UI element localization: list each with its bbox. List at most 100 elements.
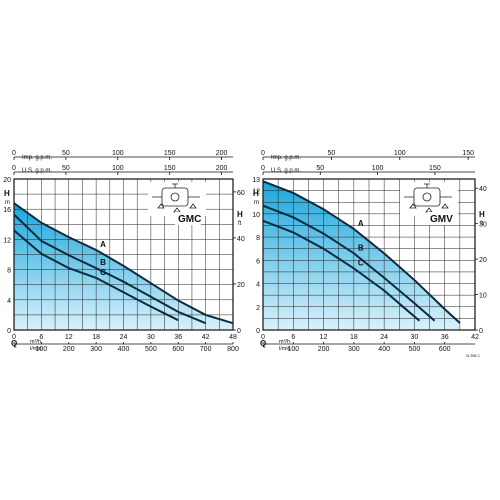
imp-tick: 0 [261,150,265,157]
curve-label-b: B [358,243,364,252]
q-m3h-tick: 48 [229,334,237,341]
us-tick: 0 [261,165,265,172]
curve-c [13,229,179,322]
h-m-tick: 13 [252,177,260,184]
lmin-tick: 100 [36,346,48,353]
lmin-tick: 500 [145,346,157,353]
pump-diagram-icon-body [413,187,441,207]
h-m-tick: 20 [3,177,11,184]
h-ft-tick: 40 [237,236,245,243]
us-tick: 0 [12,165,16,172]
curve-b [13,213,207,325]
q-m3h-tick: 24 [380,334,388,341]
pump-diagram-icon [152,183,200,213]
q-m3h-tick: 12 [320,334,328,341]
lmin-tick: 600 [172,346,184,353]
h-ft-tick: 0 [237,328,241,335]
imp-label: Imp. g.p.m. [271,155,301,161]
pump-diagram-icon-body [161,187,189,207]
imp-tick: 100 [394,150,406,157]
lmin-tick: 300 [348,346,360,353]
h-ft-tick: 0 [479,328,483,335]
lmin-tick: 400 [378,346,390,353]
lmin-tick: 700 [200,346,212,353]
lmin-tick: 800 [227,346,239,353]
curve-a [262,180,461,324]
h-m-tick: 12 [3,237,11,244]
h-label-right: H [479,210,485,219]
q-m3h-tick: 24 [120,334,128,341]
q-m3h-tick: 0 [261,334,265,341]
curve-label-a: A [358,219,364,228]
pump-diagram-icon-impeller [170,192,180,202]
q-m3h-tick: 42 [471,334,479,341]
h-m-tick: 8 [256,235,260,242]
imp-tick: 100 [112,150,124,157]
h-m-tick: 16 [3,207,11,214]
h-m-tick: 8 [7,268,11,275]
curve-label-b: B [100,258,106,267]
model-label: GMV [430,214,453,225]
lmin-tick: 400 [118,346,130,353]
us-tick: 50 [62,165,70,172]
h-m-tick: 4 [256,282,260,289]
us-tick: 50 [316,165,324,172]
h-m-tick: 0 [256,328,260,335]
footer-code: 31 896 C [466,354,481,358]
pump-diagram-icon-pipes [152,183,200,198]
pump-diagram-icon-impeller [422,192,432,202]
q-m3h-tick: 6 [39,334,43,341]
model-label: GMC [178,214,201,225]
lmin-tick: 300 [90,346,102,353]
imp-tick: 0 [12,150,16,157]
h-ft-tick: 20 [237,282,245,289]
h-ft-tick: 40 [479,186,487,193]
imp-tick: 150 [164,150,176,157]
h-ft-tick: 20 [479,257,487,264]
q-m3h-tick: 18 [350,334,358,341]
q-m3h-tick: 36 [174,334,182,341]
us-tick: 200 [216,165,228,172]
lmin-tick: 100 [287,346,299,353]
lmin-tick: 600 [439,346,451,353]
q-m3h-tick: 18 [92,334,100,341]
h-label-right: H [237,210,243,219]
plot-frame [13,178,234,331]
us-label: U.S. g.p.m. [271,168,301,174]
curve-a [13,202,234,325]
pump-diagram-icon [404,183,452,213]
lmin-tick: 500 [409,346,421,353]
q-m3h-tick: 0 [12,334,16,341]
model-backdrop [175,212,201,225]
q-unit-lmin: l/min [279,346,291,352]
q-m3h-tick: 30 [147,334,155,341]
lmin-tick: 200 [318,346,330,353]
q-unit-m3h: m³/h [279,339,290,345]
q-m3h-tick: 30 [411,334,419,341]
us-label: U.S. g.p.m. [22,168,52,174]
h-label-left: H [253,189,259,198]
h-label-left: H [4,189,10,198]
us-tick: 100 [112,165,124,172]
h-m-tick: 2 [256,305,260,312]
imp-tick: 150 [462,150,474,157]
curve-label-c: C [100,268,106,277]
model-backdrop [427,212,453,225]
q-m3h-tick: 36 [441,334,449,341]
curve-c [262,219,421,322]
h-ft-tick: 30 [479,222,487,229]
h-m-tick: 4 [7,298,11,305]
imp-label: Imp. g.p.m. [22,155,52,161]
us-tick: 100 [372,165,384,172]
pump-diagram-icon-pipes [404,183,452,198]
q-unit-m3h: m³/h [30,339,41,345]
imp-tick: 50 [62,150,70,157]
envelope-fill [263,181,460,330]
curve-label-a: A [100,240,106,249]
h-m-tick: 10 [252,212,260,219]
q-label: Q [11,339,17,348]
lmin-tick: 200 [63,346,75,353]
